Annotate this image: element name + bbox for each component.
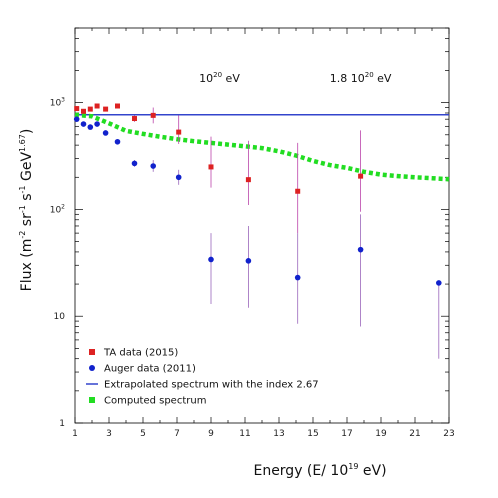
computed-spectrum-line xyxy=(74,112,450,182)
auger-data-point xyxy=(357,246,364,253)
y-tick-label: 103 xyxy=(50,97,65,109)
legend-label: Computed spectrum xyxy=(104,396,206,407)
legend-label: TA data (2015) xyxy=(103,348,178,359)
x-tick-label: 9 xyxy=(208,429,214,439)
auger-data-point xyxy=(294,274,301,281)
auger-data-point xyxy=(150,163,156,169)
auger-data-point xyxy=(114,138,121,145)
auger-data-point xyxy=(436,280,442,286)
auger-data-point xyxy=(245,258,252,264)
series-layer xyxy=(73,103,450,359)
ta-data-point xyxy=(132,116,137,122)
auger-data-point xyxy=(131,160,138,167)
energy-annotation: 1.8 1020 eV xyxy=(330,71,392,85)
x-tick-label: 3 xyxy=(106,429,112,439)
x-tick-label: 19 xyxy=(375,429,387,439)
auger-data-point xyxy=(87,124,94,130)
ta-data-point xyxy=(358,173,364,179)
auger-data-point xyxy=(73,116,80,122)
energy-annotation: 1020 eV xyxy=(199,71,240,85)
ta-data-point xyxy=(74,106,80,112)
x-tick-label: 5 xyxy=(140,429,146,439)
y-tick-label: 10 xyxy=(54,312,66,322)
x-tick-label: 23 xyxy=(443,429,454,439)
legend-label: Auger data (2011) xyxy=(104,364,196,375)
y-tick-label: 1 xyxy=(59,419,65,429)
ta-data-point xyxy=(103,106,109,112)
x-tick-label: 13 xyxy=(273,429,284,439)
ta-data-point xyxy=(295,188,301,194)
y-tick-label: 102 xyxy=(50,203,65,215)
x-tick-label: 7 xyxy=(174,429,180,439)
x-tick-label: 21 xyxy=(409,429,420,439)
ta-data-point xyxy=(208,164,214,170)
ta-data-point xyxy=(150,112,156,118)
x-tick-label: 15 xyxy=(307,429,318,439)
x-tick-label: 17 xyxy=(341,429,352,439)
legend-marker xyxy=(89,365,95,371)
x-tick-label: 1 xyxy=(72,429,78,439)
annotations: 1020 eV 1.8 1020 eV xyxy=(199,71,392,85)
auger-data-point xyxy=(208,256,214,263)
ta-data-point xyxy=(115,103,120,109)
y-axis-title: Flux (m-2 sr-1 s-1 GeV1.67) xyxy=(18,129,35,292)
ta-data-point xyxy=(87,106,93,112)
ta-data-point xyxy=(81,108,86,114)
legend: TA data (2015) Auger data (2011) Extrapola… xyxy=(86,348,319,407)
legend-marker xyxy=(89,349,95,355)
x-tick-label: 11 xyxy=(239,429,250,439)
ta-data-point xyxy=(245,177,251,183)
auger-data-point xyxy=(175,174,182,181)
x-axis-title: Energy (E/ 1019 eV) xyxy=(253,462,386,479)
legend-label: Extrapolated spectrum with the index 2.6… xyxy=(104,380,319,391)
auger-data-point xyxy=(102,130,109,136)
auger-data-point xyxy=(80,121,87,127)
legend-marker xyxy=(89,397,95,403)
ta-data-point xyxy=(176,129,182,135)
ta-data-point xyxy=(94,103,100,109)
auger-data-point xyxy=(94,121,100,127)
